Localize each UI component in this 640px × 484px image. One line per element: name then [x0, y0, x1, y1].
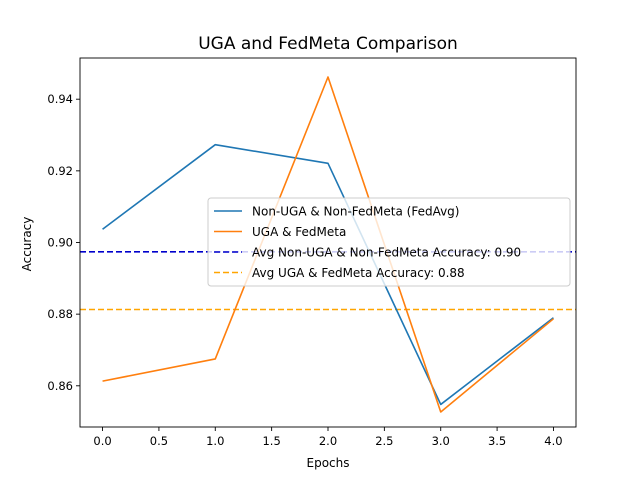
- legend-label: Avg Non-UGA & Non-FedMeta Accuracy: 0.90: [252, 246, 521, 260]
- x-axis-label: Epochs: [307, 456, 350, 470]
- legend-box: [207, 197, 571, 287]
- x-tick-label: 0.0: [93, 434, 111, 448]
- x-tick-label: 1.5: [262, 434, 280, 448]
- x-tick-label: 3.5: [488, 434, 506, 448]
- y-tick-label: 0.86: [47, 379, 73, 393]
- y-tick-label: 0.88: [47, 307, 73, 321]
- x-tick-label: 2.5: [375, 434, 393, 448]
- y-tick-label: 0.94: [47, 92, 73, 106]
- x-tick-label: 0.5: [150, 434, 168, 448]
- y-tick-label: 0.90: [47, 236, 73, 250]
- x-tick-label: 1.0: [206, 434, 224, 448]
- chart-title: UGA and FedMeta Comparison: [198, 34, 458, 54]
- series-line-0: [102, 143, 554, 406]
- x-tick-label: 2.0: [319, 434, 337, 448]
- series-line-1: [102, 76, 554, 413]
- legend-label: Non-UGA & Non-FedMeta (FedAvg): [252, 205, 459, 219]
- plot-area: 0.0 0.5 1.0 1.5 2.0 2.5 3.0 3.5 4.0 0.86 0.88 0.90 0…: [47, 57, 577, 448]
- y-axis-label: Accuracy: [20, 217, 34, 272]
- y-tick-label: 0.92: [47, 164, 73, 178]
- x-tick-label: 3.0: [432, 434, 450, 448]
- legend-label: Avg UGA & FedMeta Accuracy: 0.88: [252, 266, 465, 280]
- legend-label: UGA & FedMeta: [252, 225, 346, 239]
- x-tick-label: 4.0: [544, 434, 562, 448]
